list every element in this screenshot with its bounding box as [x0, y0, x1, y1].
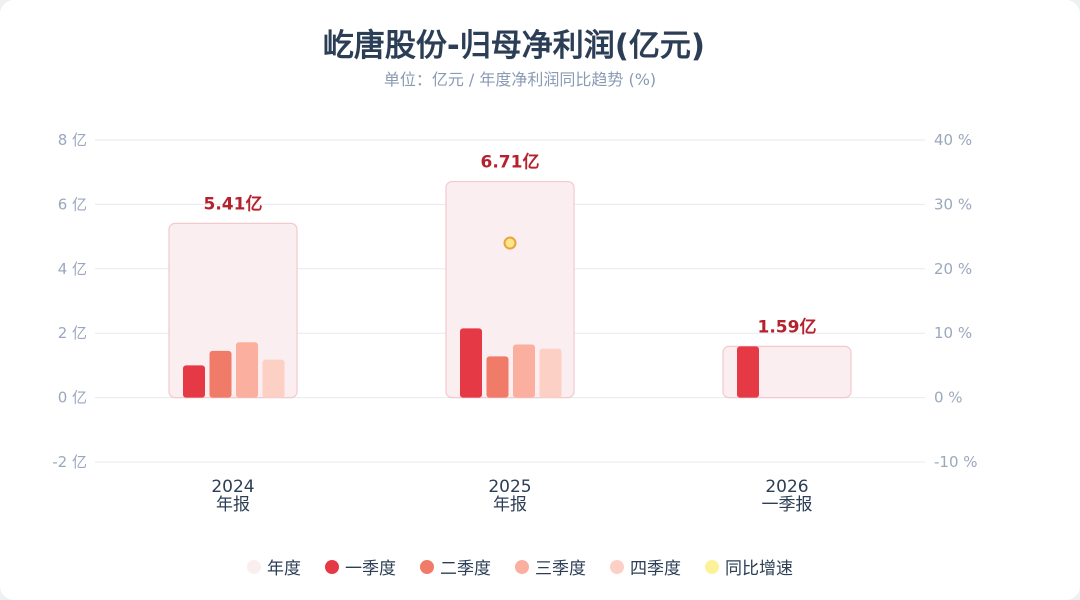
quarter-bar [486, 356, 509, 398]
x-tick-sublabel: 年报 [216, 495, 250, 515]
legend-item-q3[interactable]: 三季度 [515, 554, 586, 579]
quarter-bar [460, 328, 482, 398]
y-right-tick-label: 30 % [934, 195, 972, 213]
legend-label-yoy: 同比增速 [725, 559, 793, 579]
chart-title: 屹唐股份-归母净利润(亿元) [322, 28, 706, 64]
x-tick-sublabel: 年报 [493, 495, 527, 515]
annual-total-label: 1.59亿 [758, 316, 817, 337]
legend-item-yoy[interactable]: 同比增速 [705, 554, 793, 579]
y-left-tick-label: 6 亿 [58, 195, 87, 213]
legend-swatch-q2 [420, 559, 434, 574]
y-left-tick-label: 8 亿 [58, 131, 87, 149]
x-tick-label: 2024 [211, 477, 254, 497]
y-right-tick-label: 20 % [934, 260, 972, 278]
chart-subtitle: 单位：亿元 / 年度净利润同比趋势 (%) [383, 70, 657, 89]
annual-total-label: 6.71亿 [481, 152, 540, 173]
legend-label-q4: 四季度 [630, 559, 681, 579]
y-right-tick-label: 10 % [934, 324, 972, 342]
legend-item-q1[interactable]: 一季度 [325, 554, 396, 579]
y-right-tick-label: 40 % [934, 131, 972, 149]
legend-swatch-q1 [325, 559, 339, 574]
quarter-bar [737, 346, 759, 398]
y-left-tick-label: 0 亿 [58, 389, 87, 407]
legend-label-q3: 三季度 [535, 559, 586, 579]
y-left-tick-label: 4 亿 [58, 260, 87, 278]
x-tick-label: 2025 [488, 477, 531, 497]
x-tick-label: 2026 [765, 477, 808, 497]
y-right-tick-label: -10 % [934, 453, 978, 471]
y-left-tick-label: -2 亿 [52, 453, 87, 471]
annual-total-label: 5.41亿 [204, 193, 263, 214]
legend-swatch-q3 [515, 559, 529, 574]
legend-label-q2: 二季度 [440, 559, 491, 579]
legend-swatch-yoy [705, 559, 719, 574]
quarter-bar [209, 350, 232, 398]
legend-swatch-annual [247, 559, 261, 574]
quarter-bar [262, 359, 285, 398]
yoy-point [503, 236, 517, 250]
quarter-bar [236, 342, 258, 398]
legend-label-q1: 一季度 [345, 559, 396, 579]
chart-legend: 年度 一季度 二季度 三季度 四季度 同比增速 [0, 554, 1040, 579]
chart-plot: 8 亿 6 亿 4 亿 2 亿 0 亿 -2 亿 40 % 30 % 20 % 10 % 0 % -1… [52, 131, 978, 515]
y-right-tick-label: 0 % [934, 389, 963, 407]
legend-label-annual: 年度 [267, 559, 301, 579]
legend-swatch-q4 [610, 559, 624, 574]
legend-item-annual[interactable]: 年度 [247, 554, 301, 579]
y-left-tick-label: 2 亿 [58, 324, 87, 342]
quarter-bar [513, 344, 535, 398]
quarter-bar [539, 348, 562, 398]
annual-bar [168, 222, 298, 399]
x-tick-sublabel: 一季报 [762, 495, 813, 515]
legend-item-q2[interactable]: 二季度 [420, 554, 491, 579]
quarter-bar [183, 365, 205, 398]
legend-item-q4[interactable]: 四季度 [610, 554, 681, 579]
